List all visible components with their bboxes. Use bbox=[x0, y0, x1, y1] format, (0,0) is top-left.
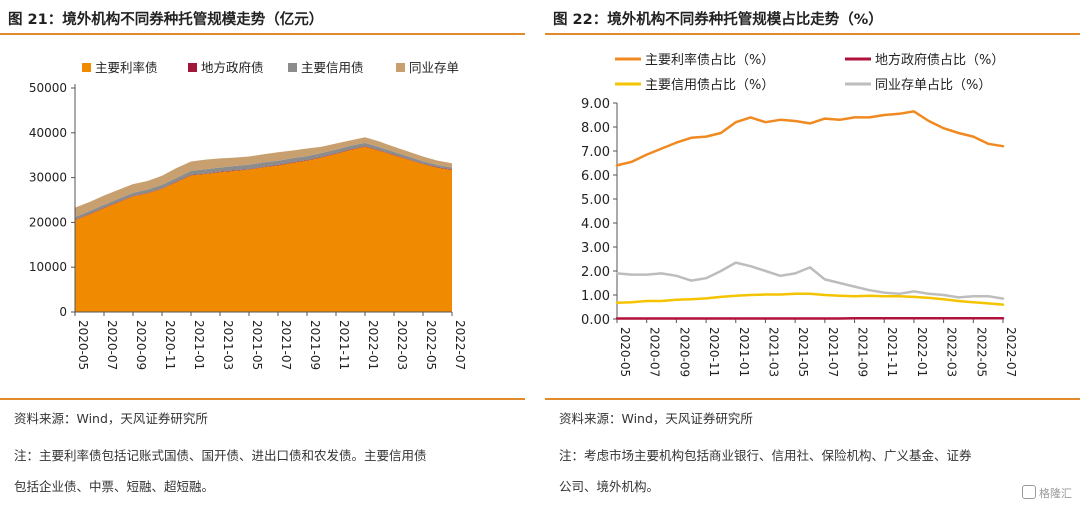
y-tick-label: 0 bbox=[59, 305, 67, 319]
left-note-line: 注：主要利率债包括记账式国债、国开债、进出口债和农发债。主要信用债 bbox=[14, 448, 427, 463]
left-source: 资料来源：Wind，天风证券研究所 bbox=[14, 411, 208, 426]
legend-swatch bbox=[188, 63, 197, 72]
left-note-line: 包括企业债、中票、短融、超短融。 bbox=[14, 479, 215, 494]
series-line bbox=[615, 292, 1005, 306]
x-tick-label: 2022-07 bbox=[1004, 327, 1018, 377]
x-tick-label: 2020-05 bbox=[618, 327, 632, 377]
watermark-text: 格隆汇 bbox=[1039, 487, 1072, 500]
y-tick-label: 40000 bbox=[29, 126, 67, 140]
legend-label: 地方政府债 bbox=[201, 60, 264, 75]
x-tick-label: 2022-01 bbox=[915, 327, 929, 377]
x-tick-label: 2021-09 bbox=[308, 320, 322, 370]
x-tick-label: 2022-03 bbox=[945, 327, 959, 377]
x-tick-label: 2021-07 bbox=[826, 327, 840, 377]
series-line bbox=[615, 110, 1005, 167]
left-top-rule bbox=[0, 33, 525, 35]
y-tick-label: 2.00 bbox=[581, 265, 610, 280]
y-tick-label: 30000 bbox=[29, 171, 67, 185]
x-tick-label: 2020-05 bbox=[76, 320, 90, 370]
watermark-logo-icon bbox=[1022, 485, 1036, 499]
right-chart-panel: 图 22：境外机构不同券种托管规模占比走势（%） 主要利率债占比（%） 地方政府债… bbox=[545, 0, 1080, 507]
x-tick-label: 2021-01 bbox=[192, 320, 206, 370]
series-line bbox=[615, 261, 1005, 300]
y-tick-label: 10000 bbox=[29, 260, 67, 274]
x-tick-label: 2022-05 bbox=[424, 320, 438, 370]
right-source: 资料来源：Wind，天风证券研究所 bbox=[559, 411, 753, 426]
area-series bbox=[75, 146, 452, 312]
x-tick-label: 2021-03 bbox=[766, 327, 780, 377]
y-tick-label: 0.00 bbox=[581, 313, 610, 328]
legend-swatch bbox=[288, 63, 297, 72]
y-tick-label: 7.00 bbox=[581, 145, 610, 160]
legend-label: 地方政府债占比（%） bbox=[875, 52, 1004, 68]
x-tick-label: 2020-07 bbox=[648, 327, 662, 377]
y-tick-label: 6.00 bbox=[581, 169, 610, 184]
legend-label: 主要信用债占比（%） bbox=[645, 78, 774, 93]
y-tick-label: 8.00 bbox=[581, 121, 610, 136]
right-note-line: 公司、境外机构。 bbox=[559, 479, 660, 494]
x-tick-label: 2021-11 bbox=[885, 327, 899, 377]
legend-label: 同业存单 bbox=[409, 60, 459, 75]
legend-swatch bbox=[82, 63, 91, 72]
left-chart-panel: 图 21：境外机构不同券种托管规模走势（亿元） 主要利率债 地方政府债 主要信用债 同… bbox=[0, 0, 525, 507]
x-tick-label: 2021-01 bbox=[737, 327, 751, 377]
left-area-chart: 主要利率债 地方政府债 主要信用债 同业存单 0 10000 20000 30000 40000… bbox=[29, 60, 467, 370]
x-tick-label: 2022-01 bbox=[366, 320, 380, 370]
right-bottom-rule bbox=[545, 398, 1080, 400]
y-tick-label: 5.00 bbox=[581, 193, 610, 208]
x-tick-label: 2021-03 bbox=[221, 320, 235, 370]
legend-label: 主要利率债 bbox=[95, 60, 158, 75]
left-bottom-rule bbox=[0, 398, 525, 400]
y-tick-label: 20000 bbox=[29, 215, 67, 229]
right-line-chart: 主要利率债占比（%） 地方政府债占比（%） 主要信用债占比（%） 同业存单占比（%） 0… bbox=[581, 52, 1018, 377]
watermark: 格隆汇 bbox=[1022, 485, 1072, 501]
legend-swatch bbox=[396, 63, 405, 72]
x-tick-label: 2022-07 bbox=[453, 320, 467, 370]
y-tick-label: 50000 bbox=[29, 81, 67, 95]
left-chart-title: 图 21：境外机构不同券种托管规模走势（亿元） bbox=[8, 12, 324, 28]
x-tick-label: 2021-09 bbox=[856, 327, 870, 377]
x-tick-label: 2022-03 bbox=[395, 320, 409, 370]
x-tick-label: 2020-11 bbox=[707, 327, 721, 377]
x-tick-label: 2020-11 bbox=[163, 320, 177, 370]
right-top-rule bbox=[545, 33, 1080, 35]
x-tick-label: 2020-09 bbox=[134, 320, 148, 370]
y-tick-label: 4.00 bbox=[581, 217, 610, 232]
x-tick-label: 2021-11 bbox=[337, 320, 351, 370]
x-tick-label: 2020-07 bbox=[105, 320, 119, 370]
y-tick-label: 9.00 bbox=[581, 97, 610, 112]
y-tick-label: 3.00 bbox=[581, 241, 610, 256]
left-note: 注：主要利率债包括记账式国债、国开债、进出口债和农发债。主要信用债 包括企业债、… bbox=[14, 440, 427, 502]
x-tick-label: 2021-05 bbox=[250, 320, 264, 370]
x-tick-label: 2021-07 bbox=[279, 320, 293, 370]
legend-label: 主要利率债占比（%） bbox=[645, 52, 774, 68]
x-tick-label: 2022-05 bbox=[974, 327, 988, 377]
legend-label: 主要信用债 bbox=[301, 60, 364, 75]
right-chart-title: 图 22：境外机构不同券种托管规模占比走势（%） bbox=[553, 12, 883, 28]
legend-label: 同业存单占比（%） bbox=[875, 78, 991, 93]
y-tick-label: 1.00 bbox=[581, 289, 610, 304]
x-tick-label: 2021-05 bbox=[796, 327, 810, 377]
right-note-line: 注：考虑市场主要机构包括商业银行、信用社、保险机构、广义基金、证券 bbox=[559, 448, 972, 463]
right-note: 注：考虑市场主要机构包括商业银行、信用社、保险机构、广义基金、证券 公司、境外机… bbox=[559, 440, 972, 502]
x-tick-label: 2020-09 bbox=[677, 327, 691, 377]
